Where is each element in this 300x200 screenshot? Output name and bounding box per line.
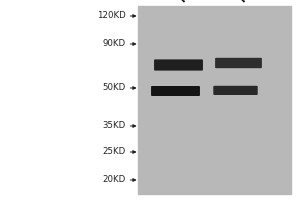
Text: 90KD: 90KD xyxy=(103,40,126,48)
FancyBboxPatch shape xyxy=(213,86,258,95)
Text: 120KD: 120KD xyxy=(97,11,126,21)
Text: 25KD: 25KD xyxy=(103,148,126,156)
Text: 50KD: 50KD xyxy=(103,83,126,92)
Bar xyxy=(138,6,291,194)
FancyBboxPatch shape xyxy=(151,86,200,96)
Text: 35KD: 35KD xyxy=(103,121,126,130)
FancyBboxPatch shape xyxy=(215,58,262,68)
FancyBboxPatch shape xyxy=(154,59,203,71)
Text: Heart: Heart xyxy=(178,0,206,4)
Text: 20KD: 20KD xyxy=(103,176,126,184)
Text: Heart: Heart xyxy=(238,0,266,4)
